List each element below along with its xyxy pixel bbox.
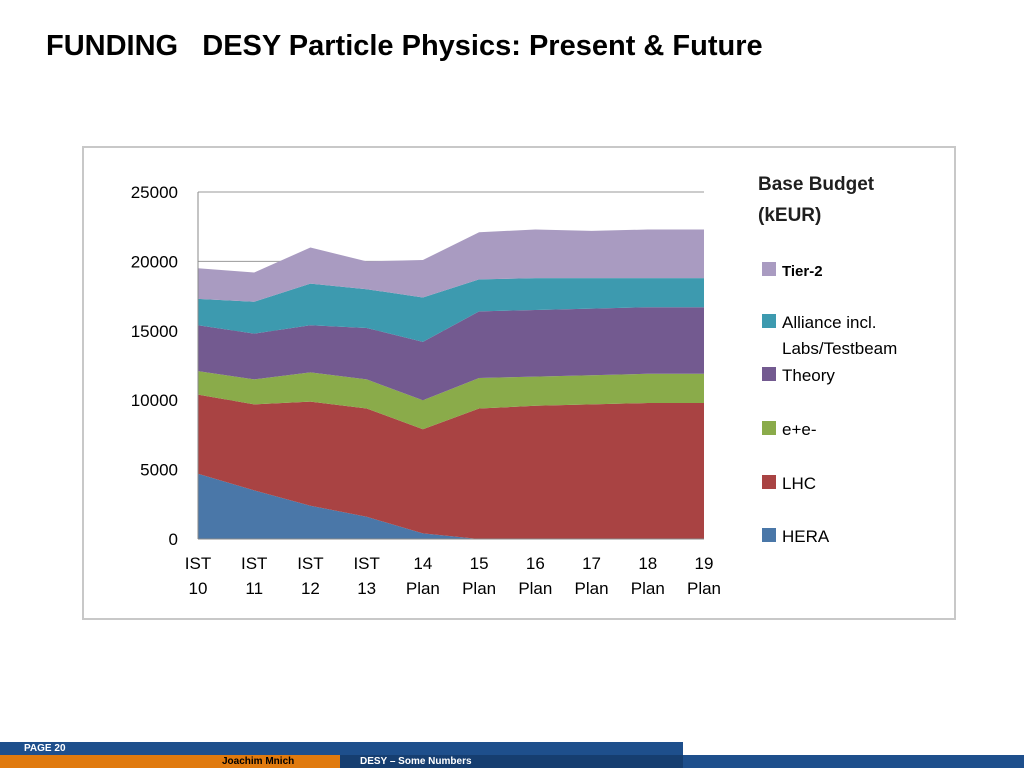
legend-label-line: Labs/Testbeam <box>782 339 897 358</box>
x-tick-label-line: Plan <box>575 579 609 598</box>
legend-swatch <box>762 262 776 276</box>
x-tick-label-line: 11 <box>245 579 263 598</box>
legend-swatch <box>762 475 776 489</box>
legend-swatch <box>762 421 776 435</box>
footer-bar: PAGE 20 Joachim Mnich DESY – Some Number… <box>0 742 1024 768</box>
x-tick-label-line: Plan <box>518 579 552 598</box>
legend-swatch <box>762 367 776 381</box>
legend-label-line: Theory <box>782 366 835 385</box>
x-tick-label-line: IST <box>241 554 267 573</box>
x-tick-label-line: Plan <box>631 579 665 598</box>
x-tick-label-line: 17 <box>582 554 601 573</box>
legend-label: HERA <box>782 527 830 546</box>
legend-swatch <box>762 528 776 542</box>
footer-page-number: PAGE 20 <box>24 743 66 754</box>
x-tick-label: 19 Plan <box>687 554 721 598</box>
x-tick-label-line: IST <box>185 554 211 573</box>
footer-subject: DESY – Some Numbers <box>360 756 472 767</box>
footer-author: Joachim Mnich <box>222 756 295 767</box>
y-tick-label: 20000 <box>131 252 178 271</box>
x-tick-label-line: 14 <box>413 554 432 573</box>
legend-label: Tier-2 <box>782 263 823 280</box>
x-tick-label: IST 12 <box>297 554 323 598</box>
x-tick-label: IST 11 <box>241 554 267 598</box>
chart-title-line: (kEUR) <box>758 205 821 226</box>
footer-author-band <box>0 755 340 768</box>
legend-label: LHC <box>782 474 816 493</box>
x-tick-label: 14 Plan <box>406 554 440 598</box>
slide-title: FUNDING DESY Particle Physics: Present &… <box>46 30 763 62</box>
x-tick-label: 18 Plan <box>631 554 665 598</box>
legend-label-line: Alliance incl. <box>782 313 877 332</box>
y-tick-label: 5000 <box>140 461 178 480</box>
x-tick-label-line: IST <box>297 554 323 573</box>
legend-label: Alliance incl. Labs/Testbeam <box>782 313 897 358</box>
x-tick-label-line: IST <box>353 554 379 573</box>
legend-label-line: HERA <box>782 527 830 546</box>
x-tick-label-line: 19 <box>695 554 714 573</box>
x-tick-label: 17 Plan <box>575 554 609 598</box>
x-tick-label-line: Plan <box>406 579 440 598</box>
x-tick-label-line: Plan <box>462 579 496 598</box>
y-tick-label: 25000 <box>131 183 178 202</box>
area-series-lhc <box>198 394 704 539</box>
x-tick-label-line: 16 <box>526 554 545 573</box>
footer-top-band <box>0 742 683 755</box>
x-tick-label-line: 18 <box>638 554 657 573</box>
stacked-area-chart: 0 5000 10000 15000 20000 25000 IST 10 IST 11 IST 12… <box>131 174 898 598</box>
y-tick-label: 0 <box>169 530 178 549</box>
chart-title: Base Budget (kEUR) <box>758 174 875 226</box>
legend-label-line: e+e- <box>782 420 817 439</box>
area-series-tier-2 <box>198 229 704 302</box>
legend-label-line: LHC <box>782 474 816 493</box>
legend-label-line: Tier-2 <box>782 263 823 280</box>
area-series-theory <box>198 307 704 401</box>
x-tick-label-line: 12 <box>301 579 320 598</box>
x-tick-label-line: Plan <box>687 579 721 598</box>
x-tick-label-line: 13 <box>357 579 376 598</box>
x-tick-label: IST 13 <box>353 554 379 598</box>
x-tick-label: 15 Plan <box>462 554 496 598</box>
footer-subject-band <box>340 755 683 768</box>
area-series-alliance-incl-labs-testbeam <box>198 278 704 342</box>
legend-swatch <box>762 314 776 328</box>
y-tick-label: 10000 <box>131 391 178 410</box>
area-series-hera <box>198 473 704 539</box>
chart-frame: 0 5000 10000 15000 20000 25000 IST 10 IST 11 IST 12… <box>82 146 956 620</box>
x-tick-label-line: 15 <box>470 554 489 573</box>
area-series-e-e- <box>198 371 704 430</box>
legend-label: Theory <box>782 366 835 385</box>
legend-label: e+e- <box>782 420 817 439</box>
chart-title-line: Base Budget <box>758 174 875 195</box>
y-tick-label: 15000 <box>131 322 178 341</box>
x-tick-label: IST 10 <box>185 554 211 598</box>
x-tick-label: 16 Plan <box>518 554 552 598</box>
x-tick-label-line: 10 <box>189 579 208 598</box>
